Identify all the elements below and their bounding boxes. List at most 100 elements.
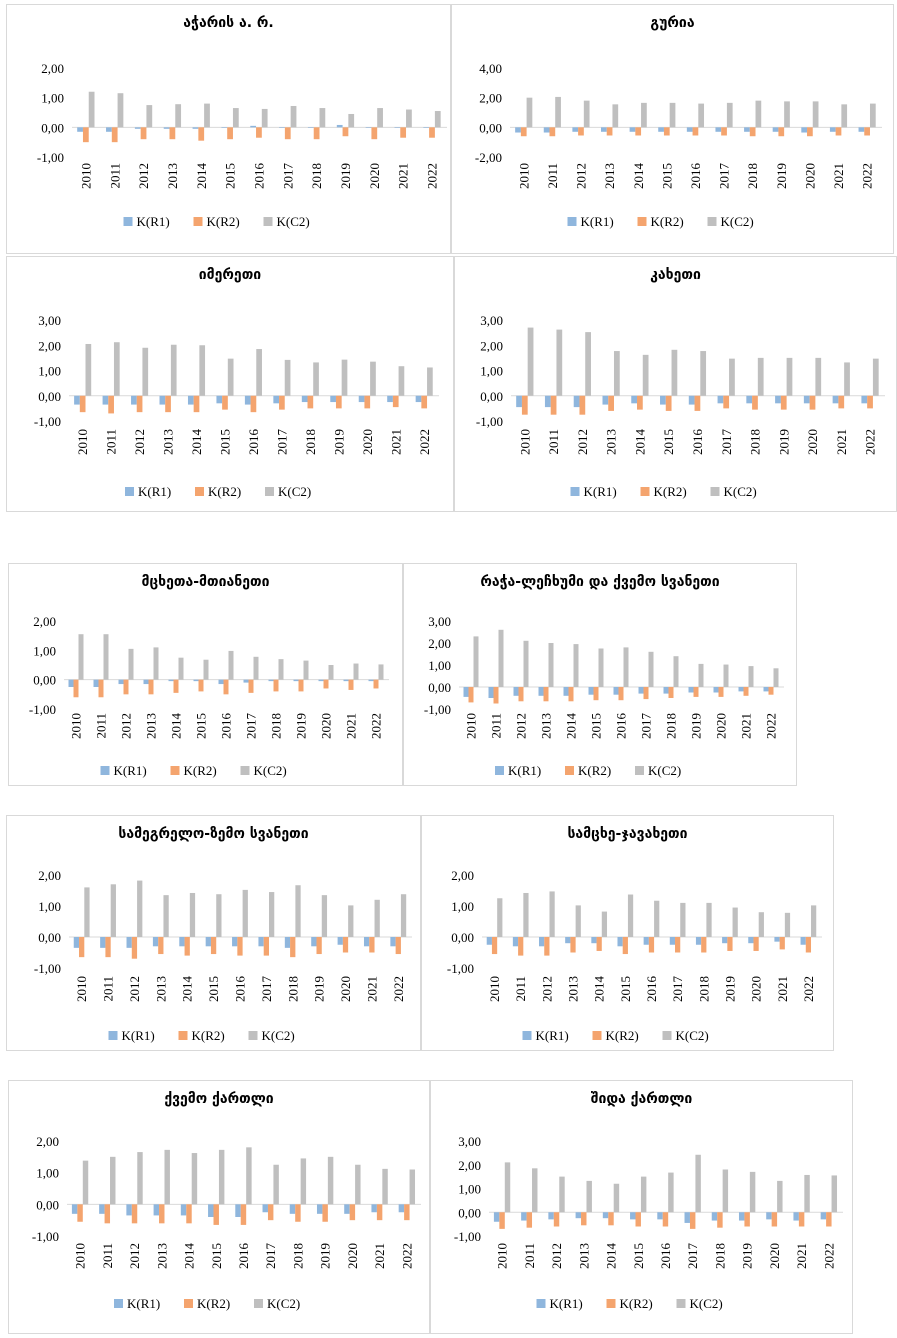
legend-label: K(C2) [676,1028,709,1043]
x-tick-label: 2014 [632,429,647,456]
bar-kr1-2022 [415,395,422,403]
x-tick-label: 2015 [223,163,238,189]
bar-kc2-2014 [573,644,579,687]
x-tick-label: 2019 [294,713,309,739]
bar-kc2-2014 [641,102,647,128]
x-tick-label: 2012 [132,429,147,455]
x-tick-label: 2011 [546,429,561,455]
bar-kr1-2017 [669,937,676,945]
x-tick-label: 2014 [189,429,204,456]
bar-kr2-2016 [240,1204,247,1225]
bar-kr2-2011 [518,937,524,956]
x-tick-label: 2015 [631,1243,646,1269]
legend-label: K(R1) [584,484,617,499]
bar-kr1-2019 [336,124,343,128]
bar-kr1-2021 [387,395,393,403]
legend-label: K(C2) [278,484,311,499]
x-tick-label: 2016 [246,429,261,456]
chart-svg: სამცხე-ჯავახეთი -1,00 0,00 1,00 2,00 2010 2011… [447,826,822,1043]
x-tick-label: 2010 [495,1243,510,1269]
bar-kr1-2015 [193,679,199,682]
bar-kc2-2022 [434,111,441,128]
bar-kr2-2022 [826,1212,832,1227]
x-tick-label: 2015 [194,713,209,739]
bar-kc2-2021 [841,104,848,128]
bar-kc2-2016 [698,103,705,128]
bar-kc2-2017 [729,358,735,396]
legend-label: K(R2) [208,484,241,499]
legend-label: K(R1) [581,214,614,229]
bar-kr1-2016 [686,127,693,132]
bar-kr1-2014 [179,937,185,947]
bar-kc2-2013 [153,647,159,680]
chart-panel-samtskhe-javakheti: სამცხე-ჯავახეთი -1,00 0,00 1,00 2,00 2010 2011… [421,815,834,1051]
bar-kr2-2018 [752,395,758,410]
bar-kr1-2022 [398,1204,405,1213]
bar-kr1-2020 [337,937,343,945]
y-tick-label: 0,00 [41,120,64,135]
x-tick-label: 2017 [685,1243,700,1270]
x-tick-label: 2014 [604,1243,619,1270]
legend-swatch [606,1299,616,1308]
legend-swatch [710,487,720,496]
y-tick-label: 2,00 [38,868,61,883]
bar-kc2-2022 [409,1169,416,1205]
bar-kr2-2017 [284,127,291,140]
x-tick-label: 2014 [592,976,607,1003]
legend-label: K(R2) [578,763,611,778]
x-tick-label: 2015 [659,163,674,189]
bar-kr1-2016 [218,679,224,685]
bar-kr2-2015 [210,937,217,955]
bar-kr2-2012 [578,127,584,136]
bar-kr1-2010 [486,937,492,945]
bar-kc2-2012 [146,105,153,128]
y-tick-label: -1,00 [476,414,503,429]
bar-kc2-2010 [85,343,92,396]
bar-kr2-2014 [608,1212,614,1226]
legend-swatch [495,766,504,775]
y-tick-label: -1,00 [424,702,451,717]
bar-kr2-2013 [608,395,614,411]
bar-kr1-2013 [602,395,609,405]
x-tick-label: 2011 [522,1243,537,1269]
chart-panel-shida-kartli: შიდა ქართლი -1,00 0,00 1,00 2,00 3,00 2010 2011… [430,1080,853,1334]
bar-kr1-2018 [711,1212,718,1221]
bar-kc2-2011 [110,884,116,937]
bar-kr2-2011 [550,395,557,415]
y-tick-label: 0,00 [33,673,56,688]
bar-kr1-2018 [289,1204,296,1214]
legend-swatch [123,217,133,226]
bar-kr2-2019 [778,127,785,137]
legend-label: K(R1) [137,214,170,229]
chart-title: კახეთი [650,267,701,283]
bar-kr2-2018 [313,127,320,140]
bar-kr1-2010 [516,395,522,408]
bar-kc2-2020 [348,905,354,937]
bar-kc2-2013 [548,643,554,687]
bar-kr2-2019 [780,395,787,410]
x-tick-label: 2015 [218,429,233,455]
bar-kc2-2017 [726,102,733,128]
y-tick-label: 0,00 [480,389,503,404]
x-tick-label: 2013 [154,1243,169,1269]
bar-kr2-2011 [98,679,104,698]
bar-kr2-2020 [771,1212,778,1227]
bar-kr2-2013 [148,679,154,695]
bar-kc2-2016 [261,108,268,128]
bar-kc2-2018 [319,108,326,128]
bar-kc2-2016 [654,900,660,937]
bar-kc2-2013 [612,104,619,128]
bar-kc2-2010 [82,1160,89,1205]
x-tick-label: 2013 [144,713,159,739]
bar-kr1-2020 [766,1212,772,1220]
x-tick-label: 2022 [417,429,432,455]
bar-kr1-2020 [318,679,324,682]
bar-kc2-2014 [191,1153,198,1205]
bar-kr1-2015 [208,1204,214,1217]
bar-kr1-2012 [572,127,579,132]
x-tick-label: 2019 [740,1243,755,1269]
bar-kc2-2022 [869,103,876,128]
legend-swatch [536,1299,546,1308]
bar-kr2-2013 [606,127,613,136]
bar-kr1-2015 [660,395,666,405]
